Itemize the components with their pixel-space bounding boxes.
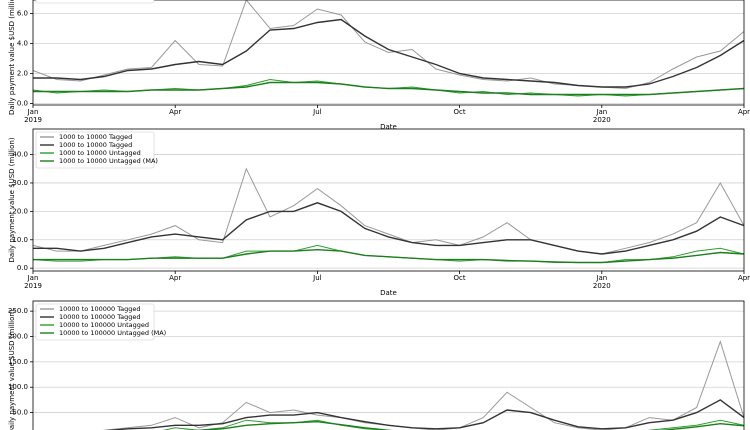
y-axis-label: Daily payment value $USD (million) <box>8 309 16 430</box>
series-line <box>33 81 745 96</box>
y-tick-label: 4.0 <box>17 40 28 48</box>
series-line <box>32 167 745 255</box>
series-line <box>105 399 745 430</box>
y-tick-label: 150.0 <box>8 358 28 366</box>
series-line <box>33 202 745 255</box>
legend-label: 10000 to 100000 Tagged <box>59 313 140 321</box>
legend-label: 10000 to 100000 Untagged <box>59 321 149 329</box>
legend-label: 1000 to 10000 Tagged <box>59 141 132 149</box>
legend-label: 1000 to 10000 Untagged <box>59 149 141 157</box>
x-tick-label: Jul <box>312 108 322 116</box>
series-line <box>32 0 745 90</box>
plot-frame <box>32 128 745 272</box>
chart: 0.0 2.0 4.0 6.0 Jan 2019 Apr Jul Oct Jan 2020 Apr Da… <box>8 0 750 131</box>
x-tick-label: Jan 2019 <box>24 108 42 124</box>
y-axis-label: Daily payment value $USD (million) <box>8 137 16 262</box>
series-line <box>33 248 745 264</box>
y-tick-label: 250.0 <box>8 307 28 315</box>
x-tick-label: Apr <box>169 274 181 282</box>
y-tick-label: 0.0 <box>17 100 28 108</box>
x-tick-label: Oct <box>454 274 466 282</box>
y-tick-label: 100.0 <box>8 383 28 391</box>
y-tick-label: 20.0 <box>12 207 28 215</box>
legend-label: 10000 to 100000 Tagged <box>59 305 140 313</box>
y-tick-label: 30.0 <box>12 179 28 187</box>
x-axis-label: Date <box>380 289 397 297</box>
legend-label: 1000 to 10000 Untagged (MA) <box>59 157 158 165</box>
legend-box <box>35 131 155 169</box>
y-tick-label: 40.0 <box>12 151 28 159</box>
y-tick-label: 6.0 <box>17 10 28 18</box>
plot-frame <box>32 0 745 106</box>
x-axis-label: Date <box>380 123 397 131</box>
x-tick-label: Oct <box>454 108 466 116</box>
x-tick-label: Jan 2020 <box>593 274 611 290</box>
x-tick-label: Jan 2020 <box>593 108 611 124</box>
legend-box <box>35 0 155 4</box>
chart: 0.0 10.0 20.0 30.0 40.0 Jan 2019 Apr Jul Oct Jan 20… <box>8 128 750 297</box>
x-tick-label: Jul <box>312 274 322 282</box>
legend-label: 10000 to 100000 Untagged (MA) <box>59 329 166 337</box>
x-tick-label: Apr <box>738 108 750 116</box>
legend-label: 1000 to 10000 Tagged <box>59 133 132 141</box>
series-line <box>32 78 745 97</box>
y-tick-label: 50.0 <box>12 409 28 417</box>
legend-box <box>35 303 155 341</box>
series-line <box>33 340 745 430</box>
x-tick-label: Apr <box>169 108 181 116</box>
y-tick-label: 2.0 <box>17 70 28 78</box>
y-axis-label: Daily payment value $USD (million) <box>8 0 16 115</box>
x-tick-label: Jan 2019 <box>24 274 42 290</box>
series-line <box>33 18 745 88</box>
plot-frame <box>32 300 745 430</box>
x-tick-label: Apr <box>738 274 750 282</box>
y-tick-label: 200.0 <box>8 333 28 341</box>
y-tick-label: 0.0 <box>17 264 28 272</box>
y-tick-label: 10.0 <box>12 236 28 244</box>
